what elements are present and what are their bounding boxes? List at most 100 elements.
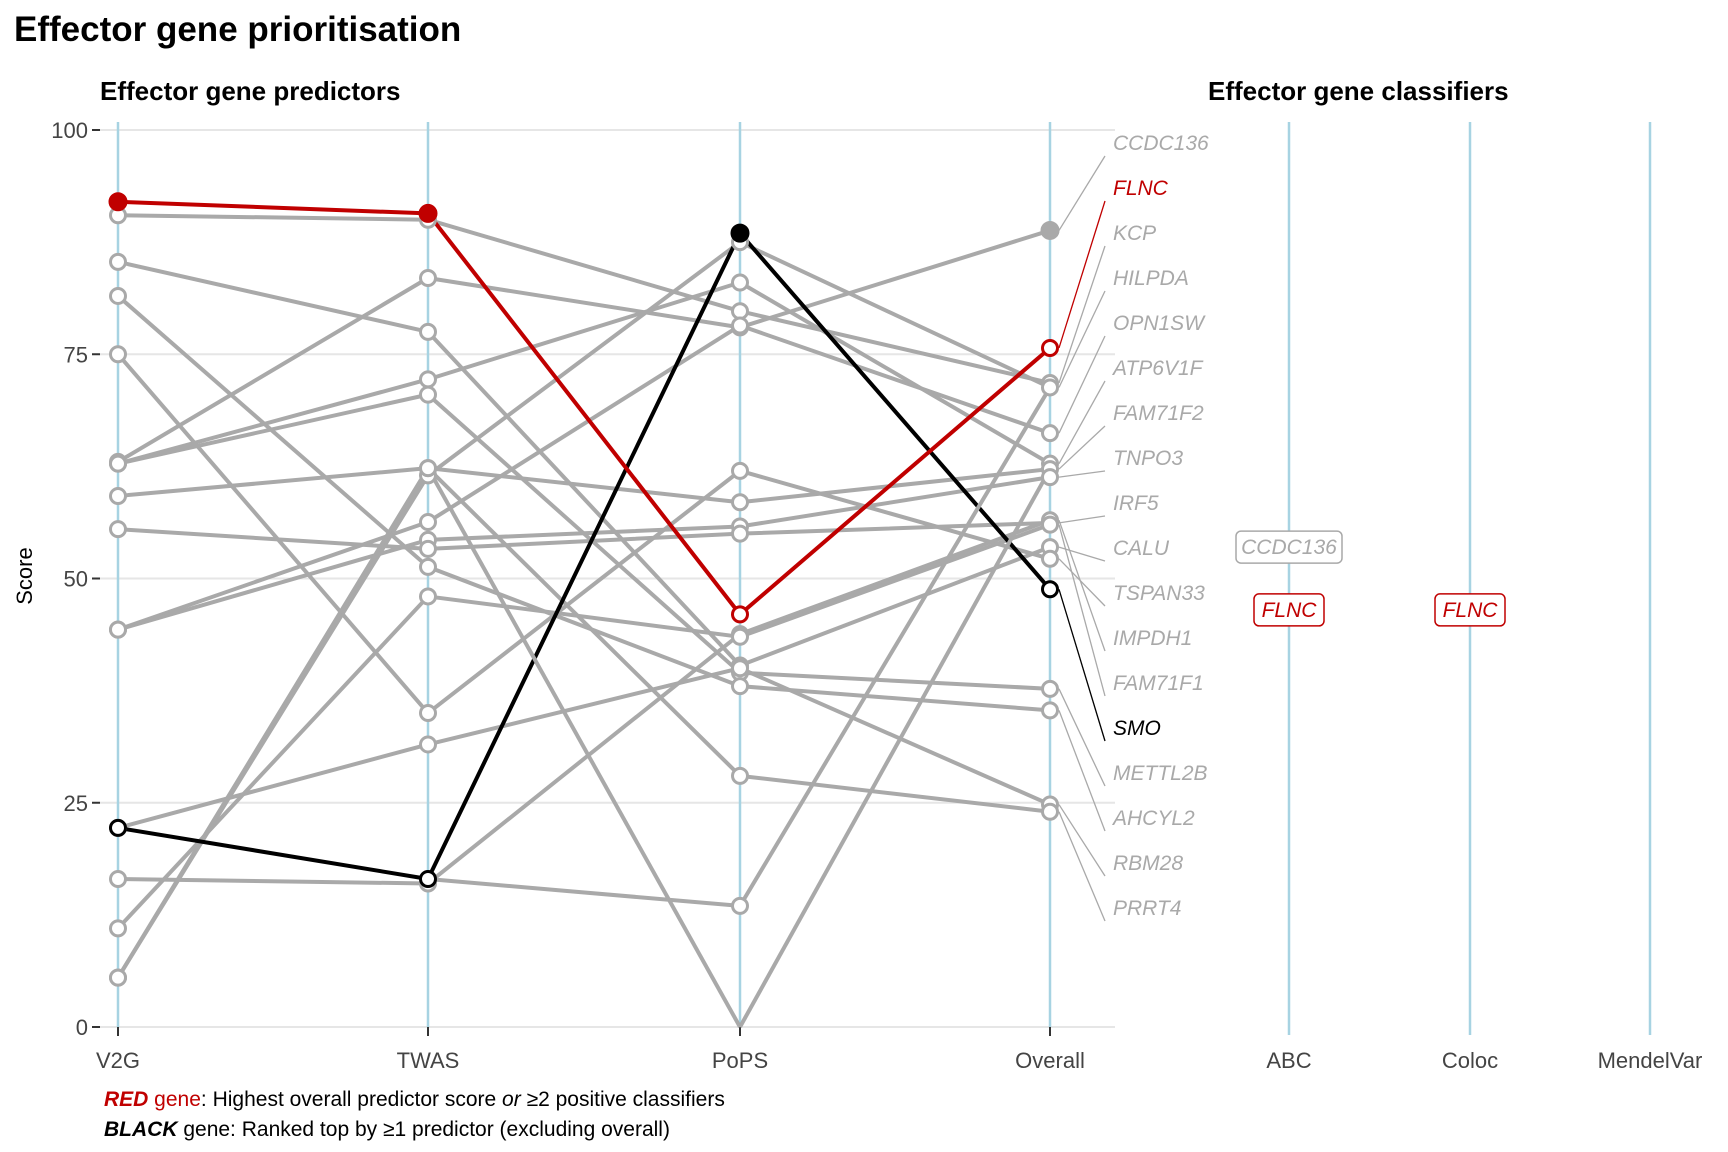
point-ahcyl2-overall (1041, 701, 1059, 720)
gene-label-rbm28: RBM28 (1113, 852, 1183, 875)
point-flnc-pops (731, 605, 749, 624)
gene-label-tspan33: TSPAN33 (1113, 582, 1205, 605)
connector-kcp (1058, 245, 1106, 384)
legend-red: RED gene: Highest overall predictor scor… (104, 1088, 725, 1111)
connector-rbm28 (1058, 804, 1106, 877)
gene-label-kcp: KCP (1113, 222, 1156, 245)
classifier-box-flnc-abc: FLNC (1253, 593, 1325, 627)
classifier-box-ccdc136-abc: CCDC136 (1235, 530, 1343, 564)
classifier-box-frame (1235, 530, 1343, 564)
gene-label-impdh1: IMPDH1 (1113, 627, 1192, 650)
classifier-box-frame (1434, 593, 1506, 627)
gene-label-hilpda: HILPDA (1113, 267, 1189, 290)
gene-label-atp6v1f: ATP6V1F (1111, 357, 1204, 380)
point-prrt4-twas (419, 459, 437, 478)
gene-label-prrt4: PRRT4 (1113, 897, 1181, 920)
point-prrt4-overall (1041, 802, 1059, 821)
point-tspan33-pops (731, 461, 749, 480)
gene-label-calu: CALU (1113, 537, 1170, 560)
gene-label-ccdc136: CCDC136 (1113, 132, 1209, 155)
classifier-box-frame (1253, 593, 1325, 627)
connector-fam71f2 (1058, 425, 1106, 470)
series-line-ahcyl2 (116, 294, 1051, 713)
point-tspan33-v2g (109, 345, 127, 364)
point-ccdc136-twas (419, 269, 437, 288)
connector-fam71f1 (1058, 524, 1106, 697)
y-tick-label-50: 50 (64, 567, 88, 592)
series-line-impdh1 (117, 518, 1051, 886)
series-lines (116, 199, 1052, 1028)
connector-mettl2b (1058, 688, 1106, 787)
series-line-irf5 (117, 520, 1051, 551)
connector-tspan33 (1058, 558, 1106, 607)
point-flnc-v2g (108, 192, 128, 212)
connector-ahcyl2 (1058, 710, 1106, 832)
legend-red-strong: RED (104, 1088, 148, 1111)
point-mettl2b-v2g (109, 454, 127, 473)
connector-impdh1 (1058, 519, 1106, 652)
legend-red-word: gene (148, 1088, 201, 1111)
classifier-label-mendelvar: MendelVar (1598, 1048, 1703, 1073)
series-line-atp6v1f (117, 280, 1052, 466)
classifier-box-label: FLNC (1443, 599, 1499, 622)
legend-black-text: gene: Ranked top by ≥1 predictor (exclud… (178, 1118, 670, 1141)
connector-irf5 (1058, 515, 1106, 524)
legend-red-text-b: ≥2 positive classifiers (521, 1088, 725, 1111)
y-axis-label: Score (12, 547, 37, 604)
point-fam71f1-twas (419, 587, 437, 606)
point-calu-v2g (109, 252, 127, 271)
connector-hilpda (1058, 290, 1106, 388)
classifier-box-label: FLNC (1262, 599, 1318, 622)
point-tspan33-twas (419, 704, 437, 723)
extra-line-b-0 (738, 386, 1052, 907)
series-line-tspan33 (116, 352, 1051, 716)
label-connectors (1058, 155, 1106, 922)
point-tspan33-overall (1041, 549, 1059, 568)
point-calu-twas (419, 322, 437, 341)
point-kcp-pops (731, 302, 749, 321)
gene-label-smo: SMO (1113, 717, 1161, 740)
gene-label-irf5: IRF5 (1113, 492, 1159, 515)
x-tick-label-v2g: V2G (96, 1048, 140, 1073)
point-fam71f1-v2g (109, 919, 127, 938)
connector-smo (1058, 589, 1106, 742)
point-irf5-twas (419, 539, 437, 558)
point-irf5-pops (731, 524, 749, 543)
point-mettl2b-overall (1041, 679, 1059, 698)
legend-red-text-a: : Highest overall predictor score (201, 1088, 502, 1111)
series-line-rbm28 (117, 666, 1051, 830)
chart-title: Effector gene prioritisation (14, 10, 461, 49)
point-irf5-v2g (109, 520, 127, 539)
legend-red-em: or (502, 1088, 522, 1111)
point-fam71f1-pops (731, 627, 749, 646)
point-smo-v2g (109, 818, 127, 837)
y-tick-label-0: 0 (76, 1015, 88, 1040)
point-opn1sw-pops (731, 316, 749, 335)
classifier-box-flnc-coloc: FLNC (1434, 593, 1506, 627)
classifier-label-coloc: Coloc (1442, 1048, 1498, 1073)
series-line-calu (117, 259, 1051, 668)
point-fam71f2-v2g (109, 486, 127, 505)
connector-ccdc136 (1058, 155, 1106, 231)
classifiers-panel-title: Effector gene classifiers (1208, 76, 1509, 106)
point-fam71f1-overall (1041, 515, 1059, 534)
extra-point-0 (731, 896, 749, 915)
connector-opn1sw (1058, 335, 1106, 434)
point-rbm28-pops (731, 659, 749, 678)
point-ahcyl2-twas (419, 557, 437, 576)
legend-black-strong: BLACK (104, 1118, 179, 1141)
gene-label-flnc: FLNC (1113, 177, 1169, 200)
series-line-smo (117, 231, 1052, 881)
gene-label-fam71f1: FAM71F1 (1113, 672, 1204, 695)
point-tnpo3-overall (1041, 468, 1059, 487)
extra-line-0 (427, 877, 741, 908)
point-smo-overall (1041, 580, 1059, 599)
series-points (108, 192, 1060, 987)
connector-atp6v1f (1058, 380, 1106, 464)
extra-line-1 (426, 467, 742, 1028)
point-prrt4-pops (731, 766, 749, 785)
series-line-fam71f2 (117, 466, 1051, 505)
point-ccdc136-overall (1040, 220, 1060, 240)
x-tick-label-overall: Overall (1015, 1048, 1085, 1073)
